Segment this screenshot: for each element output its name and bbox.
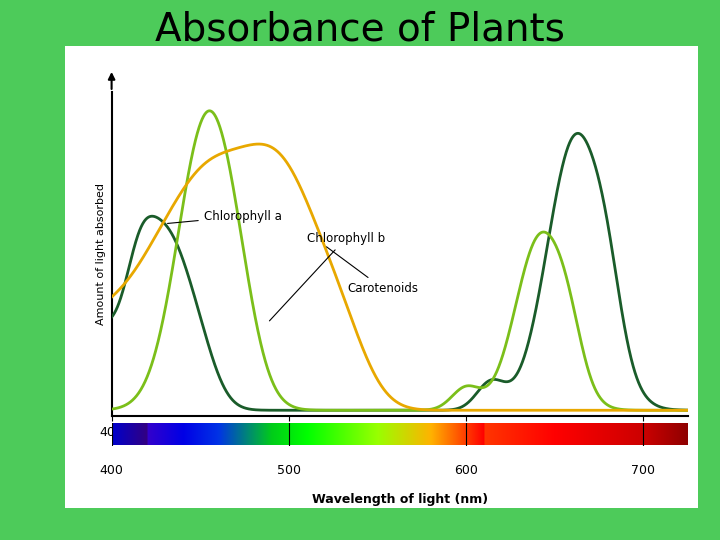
Text: Absorbance of Plants: Absorbance of Plants bbox=[155, 11, 565, 49]
Text: 400: 400 bbox=[99, 464, 124, 477]
Y-axis label: Amount of light absorbed: Amount of light absorbed bbox=[96, 183, 106, 325]
Text: Chlorophyll b: Chlorophyll b bbox=[269, 232, 384, 321]
Text: 700: 700 bbox=[631, 464, 655, 477]
Text: Carotenoids: Carotenoids bbox=[326, 247, 418, 295]
Text: 600: 600 bbox=[454, 464, 478, 477]
Text: Wavelength of light (nm): Wavelength of light (nm) bbox=[312, 493, 487, 506]
Text: Chlorophyll a: Chlorophyll a bbox=[168, 210, 282, 224]
Text: 500: 500 bbox=[276, 464, 301, 477]
